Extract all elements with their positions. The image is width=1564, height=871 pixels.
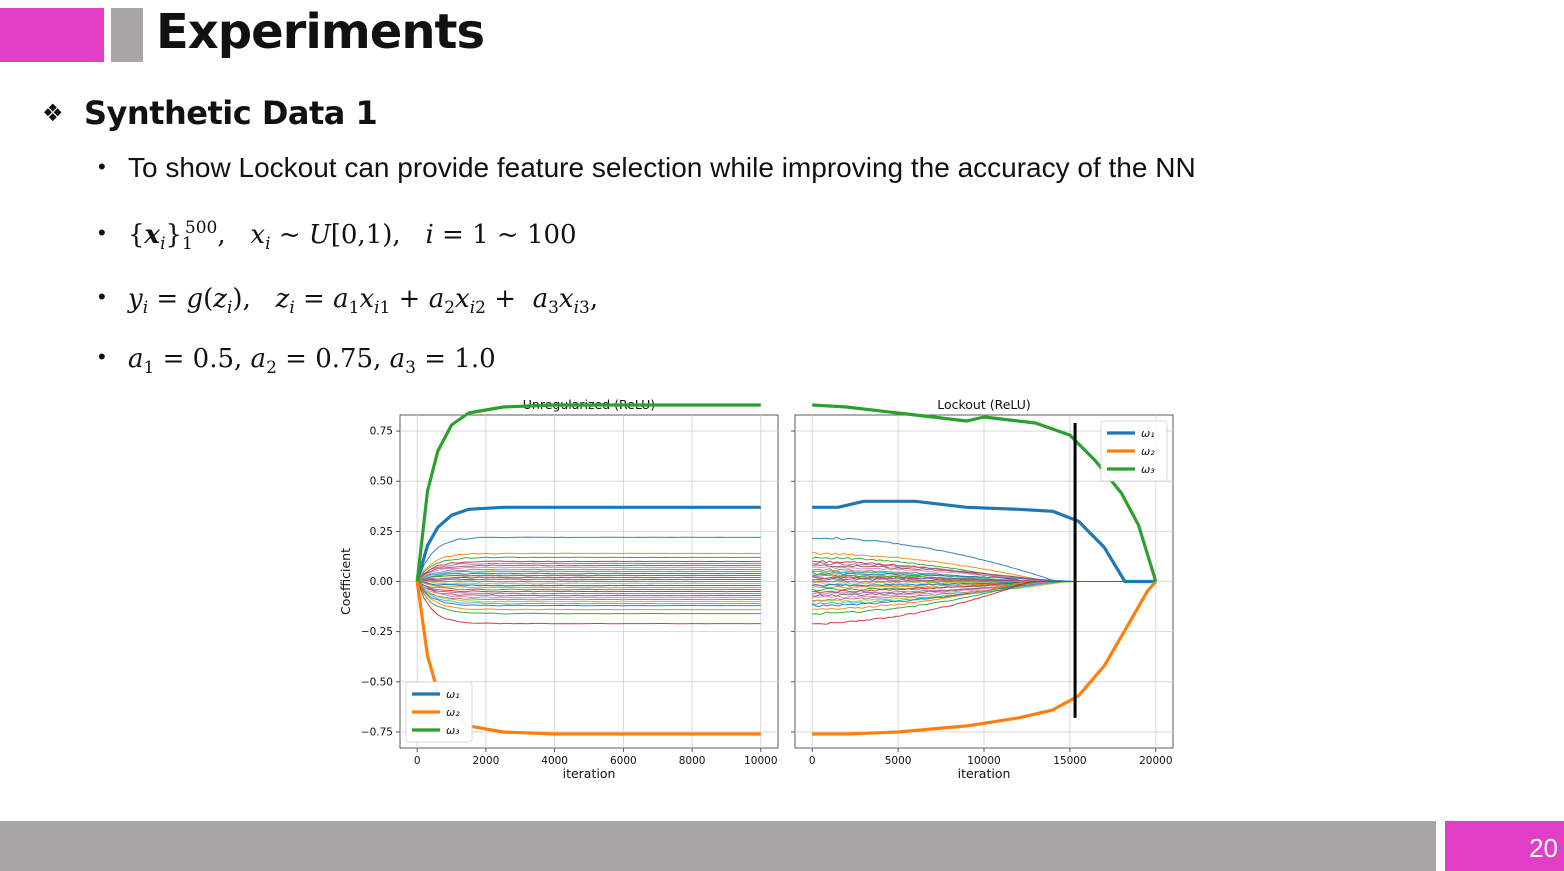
coefficient-line: [812, 581, 1156, 593]
series-line-omega-1: [812, 499, 1156, 584]
coefficient-line: [416, 581, 761, 599]
bullet-item-4: • a1 = 0.5, a2 = 0.75, a3 = 1.0: [98, 342, 496, 378]
coefficient-line: [417, 580, 761, 583]
coefficient-line: [416, 580, 761, 591]
coefficient-line: [416, 556, 761, 583]
coefficient-line: [417, 576, 761, 582]
legend-label: ω₁: [446, 688, 460, 701]
coefficient-line: [416, 562, 761, 583]
coefficient-line: [417, 580, 761, 587]
coefficient-line: [812, 564, 1156, 582]
coefficient-line: [812, 581, 1156, 625]
x-axis-label: iteration: [563, 766, 616, 781]
x-tick-label: 2000: [473, 755, 500, 767]
section-heading-text: Synthetic Data 1: [84, 94, 378, 132]
x-tick-label: 20000: [1139, 755, 1172, 767]
coefficient-line: [812, 579, 1156, 583]
diamond-bullet-icon: ❖: [42, 99, 64, 127]
coefficient-line: [812, 581, 1156, 616]
coefficient-line: [417, 578, 761, 583]
coefficient-line: [416, 581, 761, 625]
y-tick-label: −0.75: [361, 726, 393, 738]
coefficient-line: [416, 581, 761, 593]
bullet-dot-icon: •: [98, 220, 106, 245]
coefficient-line: [417, 572, 761, 582]
coefficient-line: [812, 576, 1156, 582]
header-accent-pink: [0, 8, 104, 62]
bullet-item-2: • {xi}1500, xi ~ U[0,1), i = 1 ~ 100: [98, 218, 577, 254]
x-tick-label: 4000: [541, 755, 568, 767]
coefficient-line: [416, 581, 761, 595]
bullet-item-1: • To show Lockout can provide feature sel…: [98, 152, 1196, 184]
coefficient-line: [812, 581, 1156, 602]
legend-label: ω₂: [446, 706, 460, 719]
x-tick-label: 6000: [610, 755, 637, 767]
coefficient-line: [416, 566, 761, 582]
footer-page-box: 20: [1445, 821, 1564, 871]
coefficient-line: [417, 580, 761, 585]
series-line-omega-1: [415, 505, 761, 582]
coefficient-line: [416, 580, 761, 607]
coefficient-line: [812, 551, 1156, 582]
bullet-item-3: • yi = g(zi), zi = a1xi1 + a2xi2 + a3xi3,: [98, 282, 598, 318]
coefficient-line: [416, 568, 761, 583]
x-axis-label: iteration: [958, 766, 1011, 781]
coefficient-line: [812, 570, 1156, 582]
legend-label: ω₃: [446, 724, 460, 737]
section-heading: ❖ Synthetic Data 1: [42, 94, 378, 132]
formula-model: yi = g(zi), zi = a1xi1 + a2xi2 + a3xi3,: [128, 284, 599, 319]
x-tick-label: 10000: [744, 755, 777, 767]
coefficient-line: [811, 581, 1156, 603]
x-tick-label: 5000: [885, 755, 912, 767]
bullet-dot-icon: •: [98, 154, 106, 179]
legend-label: ω₂: [1141, 445, 1155, 458]
series-line-omega-2: [812, 580, 1158, 736]
x-tick-label: 0: [414, 755, 421, 767]
coefficient-line: [416, 582, 761, 601]
y-tick-label: 0.25: [370, 526, 393, 538]
x-tick-label: 15000: [1053, 755, 1086, 767]
slide-title: Experiments: [156, 4, 485, 60]
coefficient-line: [416, 574, 761, 583]
coefficient-line: [812, 581, 1156, 589]
coefficient-line: [416, 536, 761, 583]
y-tick-label: −0.25: [361, 626, 393, 638]
bullet-text-1: To show Lockout can provide feature sele…: [128, 152, 1196, 183]
coefficient-line: [416, 560, 761, 582]
chart-title: Lockout (ReLU): [937, 397, 1031, 412]
y-tick-label: 0.50: [370, 476, 393, 488]
coefficient-line: [812, 581, 1156, 611]
footer-bar: [0, 821, 1436, 871]
coefficient-line: [416, 564, 761, 582]
bullet-dot-icon: •: [98, 284, 106, 309]
coefficient-line: [811, 571, 1156, 582]
coefficient-line: [812, 536, 1156, 582]
header-accent-gray: [111, 8, 143, 62]
y-tick-label: −0.50: [361, 676, 393, 688]
formula-coefficients: a1 = 0.5, a2 = 0.75, a3 = 1.0: [128, 344, 496, 379]
coefficient-line: [416, 581, 761, 615]
coefficient-line: [812, 581, 1156, 608]
y-tick-label: 0.00: [370, 576, 393, 588]
series-line-omega-3: [415, 403, 761, 582]
x-tick-label: 8000: [679, 755, 706, 767]
y-tick-label: 0.75: [370, 426, 393, 438]
coefficient-line: [416, 570, 761, 582]
coefficient-line: [417, 580, 761, 589]
coefficient-line: [416, 581, 761, 597]
coefficient-line: [416, 581, 761, 603]
y-axis-label: Coefficient: [338, 548, 353, 615]
page-number: 20: [1529, 833, 1558, 863]
bullet-dot-icon: •: [98, 344, 106, 369]
coefficient-line: [416, 552, 761, 581]
x-tick-label: 0: [809, 755, 816, 767]
legend-label: ω₁: [1141, 427, 1155, 440]
coefficient-charts: 0 2000 4000 6000 8000 10000 −0.75 −0.50 −0.25 0.0…: [338, 397, 1174, 781]
coefficient-line: [416, 580, 761, 611]
series-line-omega-3: [812, 403, 1158, 582]
coefficient-line: [416, 581, 761, 605]
legend-label: ω₃: [1141, 463, 1155, 476]
formula-samples: {xi}1500, xi ~ U[0,1), i = 1 ~ 100: [128, 218, 577, 255]
x-tick-label: 10000: [967, 755, 1000, 767]
